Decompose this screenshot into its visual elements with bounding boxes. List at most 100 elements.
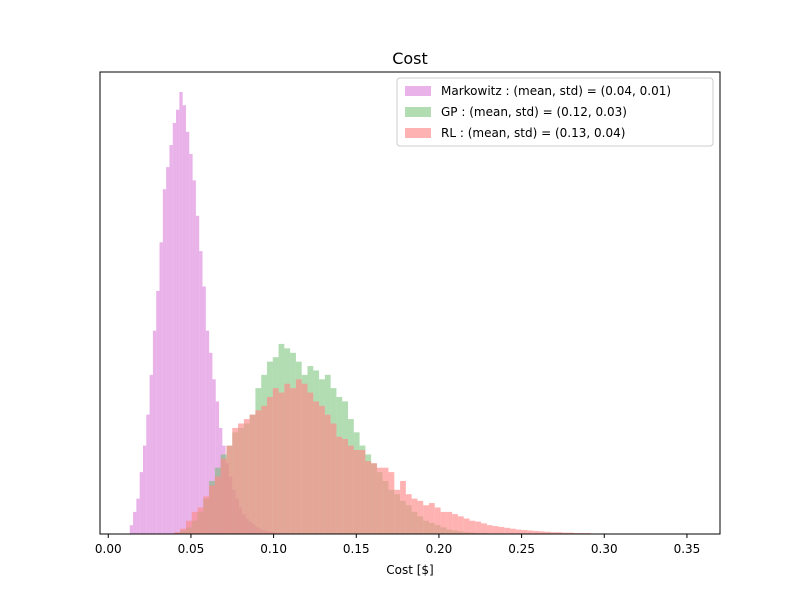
histogram-bar — [159, 242, 163, 534]
histogram-bar — [498, 526, 505, 534]
histogram-bar — [278, 392, 285, 534]
histogram-bar — [272, 388, 279, 534]
histogram-bar — [330, 423, 337, 534]
histogram-bar — [307, 392, 314, 534]
histogram-bar — [149, 374, 153, 534]
histogram-bar — [429, 503, 435, 534]
x-axis-ticks: 0.00 0.05 0.10 0.15 0.20 0.25 0.30 0.35 — [95, 534, 700, 556]
histogram-bar — [205, 330, 210, 534]
histogram-bar — [203, 496, 210, 534]
histogram-bar — [179, 92, 183, 534]
histogram-bar — [180, 528, 186, 534]
histogram-bar — [243, 419, 250, 534]
histogram-bar — [301, 383, 308, 534]
histogram-bar — [133, 511, 137, 534]
histogram-bar — [191, 511, 198, 534]
histogram-bar — [295, 379, 302, 534]
histogram-bar — [475, 521, 482, 534]
histogram-bar — [469, 520, 476, 534]
histogram-bar — [172, 122, 177, 534]
legend-entry: Markowitz : (mean, std) = (0.04, 0.01) — [441, 84, 671, 98]
histogram-bar — [452, 514, 458, 534]
histogram-bar — [371, 463, 377, 534]
histogram-bar — [434, 507, 441, 534]
histogram-bar — [463, 518, 470, 534]
histogram-bar — [185, 131, 190, 534]
chart-title: Cost — [392, 49, 428, 68]
histogram-bar — [146, 414, 150, 534]
histogram-bar — [136, 498, 140, 534]
x-tick-label: 0.30 — [591, 542, 618, 556]
histogram-bar — [266, 396, 273, 534]
histogram-bar — [152, 330, 157, 534]
histogram-bar — [174, 532, 181, 534]
histogram-bar — [176, 109, 180, 535]
histogram-bar — [139, 472, 143, 534]
histogram-bar — [457, 516, 464, 534]
histogram-bar — [492, 526, 499, 534]
histogram-bar — [220, 458, 227, 534]
plot-area — [129, 92, 609, 535]
histogram-bar — [562, 532, 568, 534]
x-tick-label: 0.25 — [508, 542, 535, 556]
histogram-bar — [550, 532, 557, 534]
histogram-bar — [348, 445, 354, 534]
histogram-bar — [169, 145, 173, 535]
histogram-bar — [376, 467, 383, 534]
histogram-bar — [319, 405, 325, 534]
histogram-bar — [521, 530, 528, 534]
histogram-bar — [353, 450, 360, 534]
histogram-bar — [405, 494, 412, 534]
series-2 — [174, 379, 609, 534]
legend: Markowitz : (mean, std) = (0.04, 0.01) GP… — [396, 77, 714, 147]
histogram-bar — [556, 532, 563, 534]
histogram-bar — [214, 476, 221, 534]
histogram-bar — [238, 423, 244, 534]
legend-swatch — [405, 107, 431, 117]
histogram-bar — [313, 401, 320, 534]
histogram-bar — [166, 167, 170, 534]
legend-swatch — [405, 86, 431, 96]
histogram-bar — [226, 445, 233, 534]
histogram-bar — [486, 525, 493, 534]
histogram-bar — [212, 379, 216, 534]
histogram-bar — [189, 153, 193, 534]
histogram-bar — [199, 251, 203, 534]
histogram-bar — [382, 467, 389, 534]
histogram-bar — [365, 461, 372, 534]
axes-frame — [99, 71, 721, 535]
histogram-bar — [185, 520, 192, 534]
histogram-bar — [162, 189, 167, 535]
histogram-bar — [336, 436, 343, 534]
histogram-bar — [538, 531, 545, 534]
x-tick-label: 0.05 — [178, 542, 205, 556]
histogram-bar — [388, 472, 395, 534]
histogram-bar — [202, 286, 206, 534]
histogram-bar — [359, 450, 366, 534]
histogram-bar — [255, 410, 262, 534]
legend-swatch — [405, 128, 431, 138]
histogram-bar — [510, 528, 516, 534]
x-tick-label: 0.00 — [95, 542, 122, 556]
x-tick-label: 0.10 — [260, 542, 287, 556]
histogram-bar — [284, 383, 291, 534]
histogram-bar — [515, 529, 522, 534]
histogram-bar — [249, 414, 256, 534]
histogram-bar — [481, 523, 487, 534]
histogram-bar — [290, 388, 296, 534]
histogram-bar — [504, 527, 511, 534]
legend-box — [396, 77, 714, 147]
histogram-bar — [156, 290, 160, 534]
x-axis-label: Cost [$] — [386, 563, 434, 577]
histogram-bar — [446, 511, 453, 534]
histogram-bar — [440, 511, 447, 534]
histogram-bar — [129, 525, 134, 534]
histogram-bar — [209, 352, 213, 534]
histogram-bar — [527, 530, 534, 534]
histogram-bar — [533, 530, 539, 534]
histogram-bar — [417, 500, 424, 534]
legend-entry: RL : (mean, std) = (0.13, 0.04) — [441, 126, 625, 140]
histogram-bar — [197, 507, 204, 534]
histogram-bar — [142, 445, 147, 534]
